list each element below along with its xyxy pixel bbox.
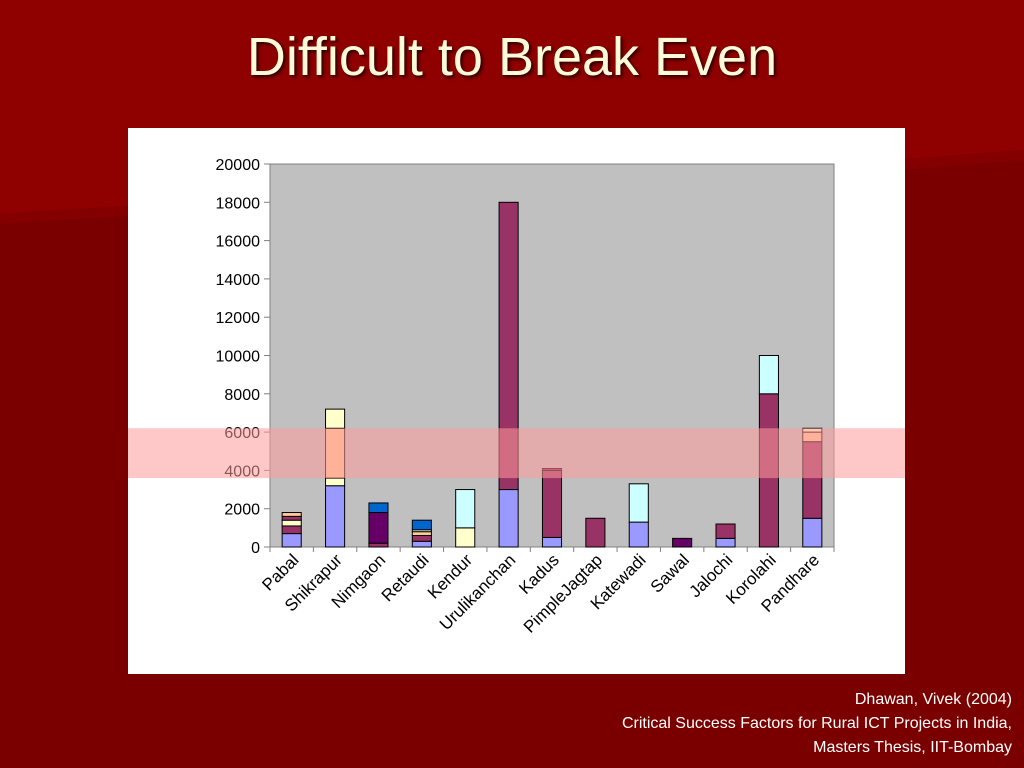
bar-segment — [325, 408, 346, 429]
bar-segment — [628, 521, 649, 548]
y-tick-label: 20000 — [216, 157, 261, 174]
bar-segment — [411, 535, 432, 542]
bar-segment — [368, 542, 389, 548]
chart-panel: 0200040006000800010000120001400016000180… — [128, 128, 905, 674]
y-tick-label: 18000 — [216, 195, 261, 212]
y-tick-label: 8000 — [224, 387, 260, 404]
bar-segment — [715, 523, 736, 539]
bar-segment — [411, 519, 432, 531]
bar-segment — [802, 517, 823, 548]
bar-segment — [498, 201, 519, 491]
bar-segment — [455, 489, 476, 529]
bar-segment — [411, 540, 432, 548]
y-tick-label: 14000 — [216, 272, 261, 289]
citation: Dhawan, Vivek (2004) Critical Success Fa… — [622, 688, 1012, 760]
bar-segment — [281, 512, 302, 517]
break-even-band — [128, 428, 905, 479]
slide-title: Difficult to Break Even — [246, 27, 778, 87]
bar-segment — [541, 469, 563, 538]
bar-segment — [325, 485, 346, 548]
y-tick-label: 16000 — [216, 234, 261, 251]
bar-segment — [585, 517, 606, 548]
bar-segment — [541, 536, 563, 548]
x-category-label: Urulikanchan — [436, 550, 520, 634]
bar-segment — [368, 512, 389, 544]
bar-segment — [281, 519, 302, 527]
bar-segment — [281, 515, 302, 521]
citation-title: Critical Success Factors for Rural ICT P… — [621, 715, 1012, 732]
bar-segment — [672, 537, 693, 548]
y-tick-label: 2000 — [224, 502, 260, 519]
bar-segment — [628, 483, 649, 523]
y-tick-label: 0 — [251, 540, 260, 557]
bar-segment — [758, 355, 779, 395]
stacked-bar-chart: 0200040006000800010000120001400016000180… — [128, 157, 905, 637]
bar-segment — [281, 525, 302, 535]
y-tick-label: 10000 — [216, 349, 261, 366]
bar-segment — [325, 477, 346, 487]
bar-segment — [411, 531, 432, 537]
bar-segment — [498, 489, 519, 548]
y-tick-label: 12000 — [216, 310, 261, 327]
bar-segment — [281, 533, 302, 548]
citation-author: Dhawan, Vivek (2004) — [854, 691, 1012, 708]
bar-segment — [455, 527, 476, 548]
bar-segment — [715, 537, 736, 548]
x-category-label: Retaudi — [378, 550, 433, 605]
citation-publisher: Masters Thesis, IIT-Bombay — [813, 739, 1012, 756]
bar-segment — [368, 502, 389, 514]
